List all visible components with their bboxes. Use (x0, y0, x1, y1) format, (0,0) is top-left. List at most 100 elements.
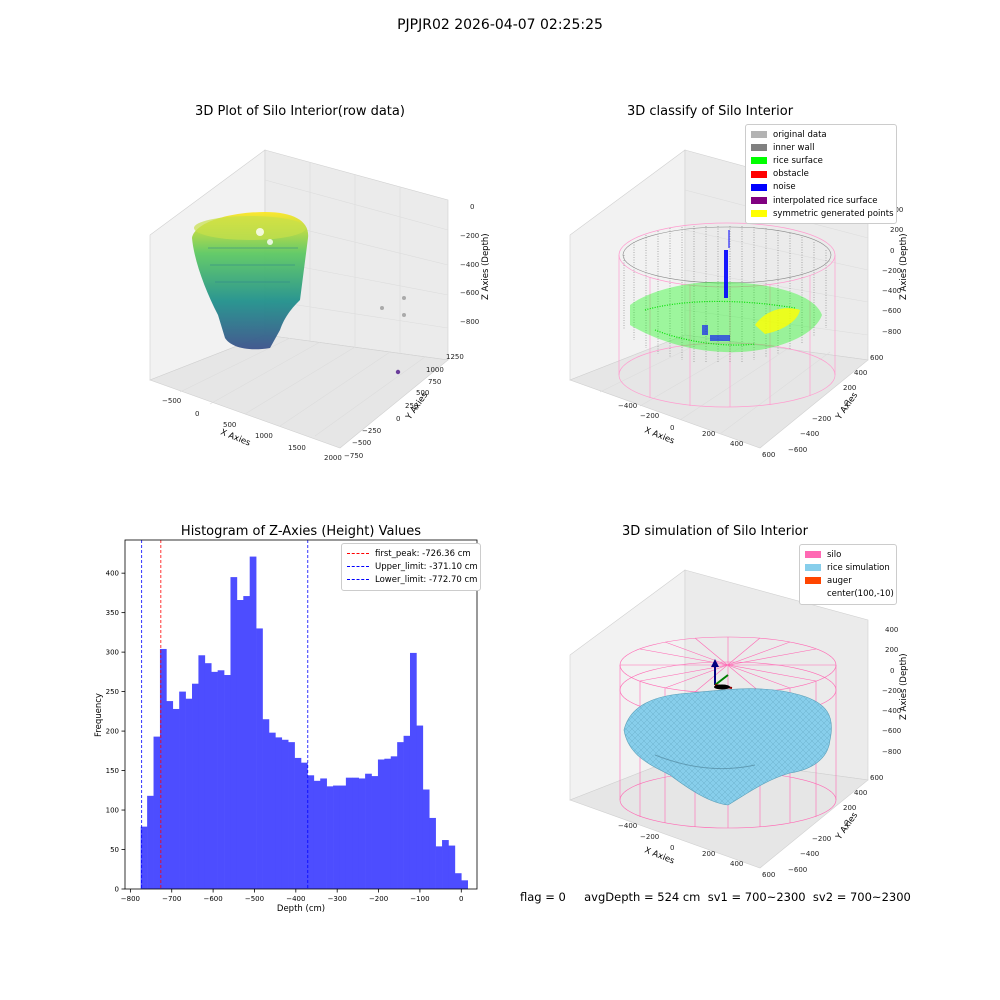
p1-xlabel: X Axies (219, 428, 252, 449)
histogram-bar (166, 701, 174, 889)
p2-ztick: 200 (890, 226, 903, 234)
histogram-vlines (141, 540, 309, 889)
histogram-y-ticks: 0 50 100 150 200 250 300 350 400 (106, 570, 125, 894)
p4-ytick: −400 (800, 850, 819, 858)
p4-ztick: 0 (890, 667, 894, 675)
histogram-chart: −800 −700 −600 −500 −400 −300 −200 −100 0 0 50 100… (94, 539, 478, 914)
legend-label: Lower_limit: -772.70 cm (375, 574, 478, 585)
p2-xtick: 200 (702, 430, 715, 438)
p4-ytick: 0 (844, 819, 848, 827)
histogram-bar (352, 777, 360, 889)
p2-ztick: 0 (890, 247, 894, 255)
histogram-bar (320, 778, 327, 889)
histogram-bar (371, 776, 379, 889)
p4-xtick: 0 (670, 844, 674, 852)
histogram-bar (461, 880, 468, 889)
legend-swatch (751, 157, 767, 165)
histogram-bar (204, 663, 212, 889)
histogram-bar (435, 846, 443, 889)
histogram-bar (268, 732, 276, 889)
p1-xtick: −500 (162, 397, 181, 405)
p4-ytick: −600 (788, 866, 807, 874)
p4-ztick: −800 (882, 748, 901, 756)
y-tick-label: 100 (106, 807, 119, 815)
histogram-legend: first_peak: -726.36 cm Upper_limit: -371… (341, 543, 481, 591)
panel4-3d-simulation: −400 −200 0 200 400 600 −600 −400 −200 0… (569, 569, 909, 879)
x-tick-label: −400 (286, 895, 305, 903)
p1-ztick: −800 (460, 318, 479, 326)
p4-xtick: 200 (702, 850, 715, 858)
legend-swatch (805, 591, 821, 598)
legend-swatch (805, 577, 821, 585)
p1-ytick: −750 (344, 452, 363, 460)
y-tick-label: 250 (106, 688, 119, 696)
legend-entry: auger (805, 574, 891, 587)
histogram-bar (345, 777, 353, 889)
p2-ytick: −600 (788, 446, 807, 454)
p2-ytick: 600 (870, 354, 883, 362)
legend-label: symmetric generated points (773, 208, 894, 219)
p2-ytick: −200 (812, 415, 831, 423)
p2-xtick: −400 (618, 402, 637, 410)
histogram-bar (262, 719, 270, 889)
p4-ylabel: Y Axies (834, 810, 861, 842)
legend-entry: rice surface (751, 154, 891, 167)
histogram-bar (236, 600, 244, 889)
histogram-bar (448, 845, 456, 889)
y-tick-label: 50 (110, 846, 119, 854)
legend-label: original data (773, 129, 827, 140)
histogram-bar (442, 840, 449, 889)
p1-ytick: 1250 (446, 353, 464, 361)
p2-ytick: 0 (844, 399, 848, 407)
legend-swatch (751, 197, 767, 205)
p4-ytick: −200 (812, 835, 831, 843)
p2-ytick: −400 (800, 430, 819, 438)
x-tick-label: −600 (203, 895, 222, 903)
legend-entry: Lower_limit: -772.70 cm (347, 573, 478, 586)
histogram-bar (358, 778, 366, 889)
histogram-bar (294, 757, 302, 889)
legend-entry: noise (751, 181, 891, 194)
legend-swatch (805, 551, 821, 559)
histogram-bar (281, 739, 289, 889)
p4-xtick: 600 (762, 871, 775, 879)
p1-ytick: 250 (405, 402, 418, 410)
histogram-bar (153, 736, 161, 889)
p4-xtick: 400 (730, 860, 743, 868)
p4-ytick: 600 (870, 774, 883, 782)
p1-ytick: 0 (396, 415, 400, 423)
p2-xtick: 0 (670, 424, 674, 432)
status-footer: flag = 0 avgDepth = 524 cm sv1 = 700~230… (520, 890, 911, 904)
histogram-bar (224, 675, 231, 889)
legend-line (347, 566, 369, 568)
p1-ztick: −400 (460, 261, 479, 269)
histogram-ylabel: Frequency (94, 693, 104, 737)
panel4-auger (711, 659, 733, 690)
p4-ytick: 200 (843, 804, 856, 812)
p4-ztick: −200 (882, 687, 901, 695)
panel1-point-cloud (192, 212, 406, 375)
histogram-bar (198, 655, 206, 889)
histogram-bar (313, 780, 321, 889)
histogram-bar (377, 759, 385, 889)
histogram-title: Histogram of Z-Axies (Height) Values (180, 524, 422, 539)
legend-label: silo (827, 549, 842, 560)
histogram-bar (339, 785, 347, 889)
figure-suptitle: PJPJR02 2026-04-07 02:25:25 (397, 17, 603, 33)
panel1-tick-labels: −500 0 500 1000 1500 2000 −750 −500 −250… (162, 203, 479, 460)
legend-entry: silo (805, 548, 891, 561)
panel2-noise (702, 230, 730, 341)
x-tick-label: −500 (245, 895, 264, 903)
histogram-bar (384, 758, 392, 889)
y-tick-label: 300 (106, 649, 119, 657)
p1-ztick: −200 (460, 232, 479, 240)
panel2-symmetric-points (755, 308, 800, 334)
p2-ytick: 200 (843, 384, 856, 392)
histogram-bar (390, 756, 398, 889)
p2-xtick: 600 (762, 451, 775, 459)
legend-line (347, 553, 369, 555)
histogram-bar (275, 737, 283, 889)
legend-entry: rice simulation (805, 561, 891, 574)
histogram-bar (159, 648, 167, 889)
histogram-bar (249, 556, 257, 889)
